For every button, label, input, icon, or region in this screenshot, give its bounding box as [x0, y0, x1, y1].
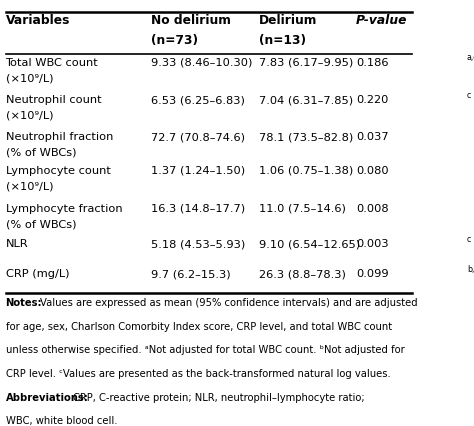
Text: (×10⁹/L): (×10⁹/L): [6, 111, 53, 121]
Text: 7.04 (6.31–7.85): 7.04 (6.31–7.85): [259, 95, 353, 105]
Text: Lymphocyte count: Lymphocyte count: [6, 166, 110, 176]
Text: No delirium: No delirium: [151, 14, 231, 27]
Text: Neutrophil count: Neutrophil count: [6, 95, 101, 105]
Text: 0.003: 0.003: [356, 239, 389, 250]
Text: 1.06 (0.75–1.38): 1.06 (0.75–1.38): [259, 166, 353, 176]
Text: 0.080: 0.080: [356, 166, 389, 176]
Text: NLR: NLR: [6, 239, 28, 250]
Text: (n=73): (n=73): [151, 35, 198, 47]
Text: 0.037: 0.037: [356, 132, 389, 142]
Text: 5.18 (4.53–5.93): 5.18 (4.53–5.93): [151, 239, 245, 250]
Text: CRP (mg/L): CRP (mg/L): [6, 269, 69, 279]
Text: WBC, white blood cell.: WBC, white blood cell.: [6, 416, 117, 426]
Text: a,c: a,c: [467, 54, 474, 63]
Text: 0.186: 0.186: [356, 58, 389, 68]
Text: b,c: b,c: [467, 265, 474, 274]
Text: Neutrophil fraction: Neutrophil fraction: [6, 132, 113, 142]
Text: unless otherwise specified. ᵃNot adjusted for total WBC count. ᵇNot adjusted for: unless otherwise specified. ᵃNot adjuste…: [6, 345, 404, 355]
Text: 16.3 (14.8–17.7): 16.3 (14.8–17.7): [151, 204, 245, 214]
Text: 0.099: 0.099: [356, 269, 389, 279]
Text: c: c: [467, 236, 471, 245]
Text: Lymphocyte fraction: Lymphocyte fraction: [6, 204, 122, 214]
Text: 0.220: 0.220: [356, 95, 389, 105]
Text: 11.0 (7.5–14.6): 11.0 (7.5–14.6): [259, 204, 346, 214]
Text: (×10⁹/L): (×10⁹/L): [6, 73, 53, 83]
Text: 9.10 (6.54–12.65): 9.10 (6.54–12.65): [259, 239, 360, 250]
Text: for age, sex, Charlson Comorbity Index score, CRP level, and total WBC count: for age, sex, Charlson Comorbity Index s…: [6, 322, 392, 332]
Text: 9.7 (6.2–15.3): 9.7 (6.2–15.3): [151, 269, 230, 279]
Text: (×10⁹/L): (×10⁹/L): [6, 181, 53, 191]
Text: 0.008: 0.008: [356, 204, 389, 214]
Text: CRP level. ᶜValues are presented as the back-transformed natural log values.: CRP level. ᶜValues are presented as the …: [6, 369, 390, 379]
Text: Values are expressed as mean (95% confidence intervals) and are adjusted: Values are expressed as mean (95% confid…: [40, 298, 418, 308]
Text: Variables: Variables: [6, 14, 70, 27]
Text: CRP, C-reactive protein; NLR, neutrophil–lymphocyte ratio;: CRP, C-reactive protein; NLR, neutrophil…: [73, 392, 365, 403]
Text: 9.33 (8.46–10.30): 9.33 (8.46–10.30): [151, 58, 252, 68]
Text: P-value: P-value: [356, 14, 408, 27]
Text: (n=13): (n=13): [259, 35, 306, 47]
Text: c: c: [467, 91, 471, 101]
Text: 1.37 (1.24–1.50): 1.37 (1.24–1.50): [151, 166, 245, 176]
Text: 6.53 (6.25–6.83): 6.53 (6.25–6.83): [151, 95, 245, 105]
Text: 7.83 (6.17–9.95): 7.83 (6.17–9.95): [259, 58, 353, 68]
Text: Delirium: Delirium: [259, 14, 317, 27]
Text: 78.1 (73.5–82.8): 78.1 (73.5–82.8): [259, 132, 353, 142]
Text: Notes:: Notes:: [6, 298, 42, 308]
Text: 72.7 (70.8–74.6): 72.7 (70.8–74.6): [151, 132, 245, 142]
Text: (% of WBCs): (% of WBCs): [6, 219, 76, 229]
Text: 26.3 (8.8–78.3): 26.3 (8.8–78.3): [259, 269, 346, 279]
Text: Abbreviations:: Abbreviations:: [6, 392, 89, 403]
Text: (% of WBCs): (% of WBCs): [6, 147, 76, 158]
Text: Total WBC count: Total WBC count: [6, 58, 98, 68]
